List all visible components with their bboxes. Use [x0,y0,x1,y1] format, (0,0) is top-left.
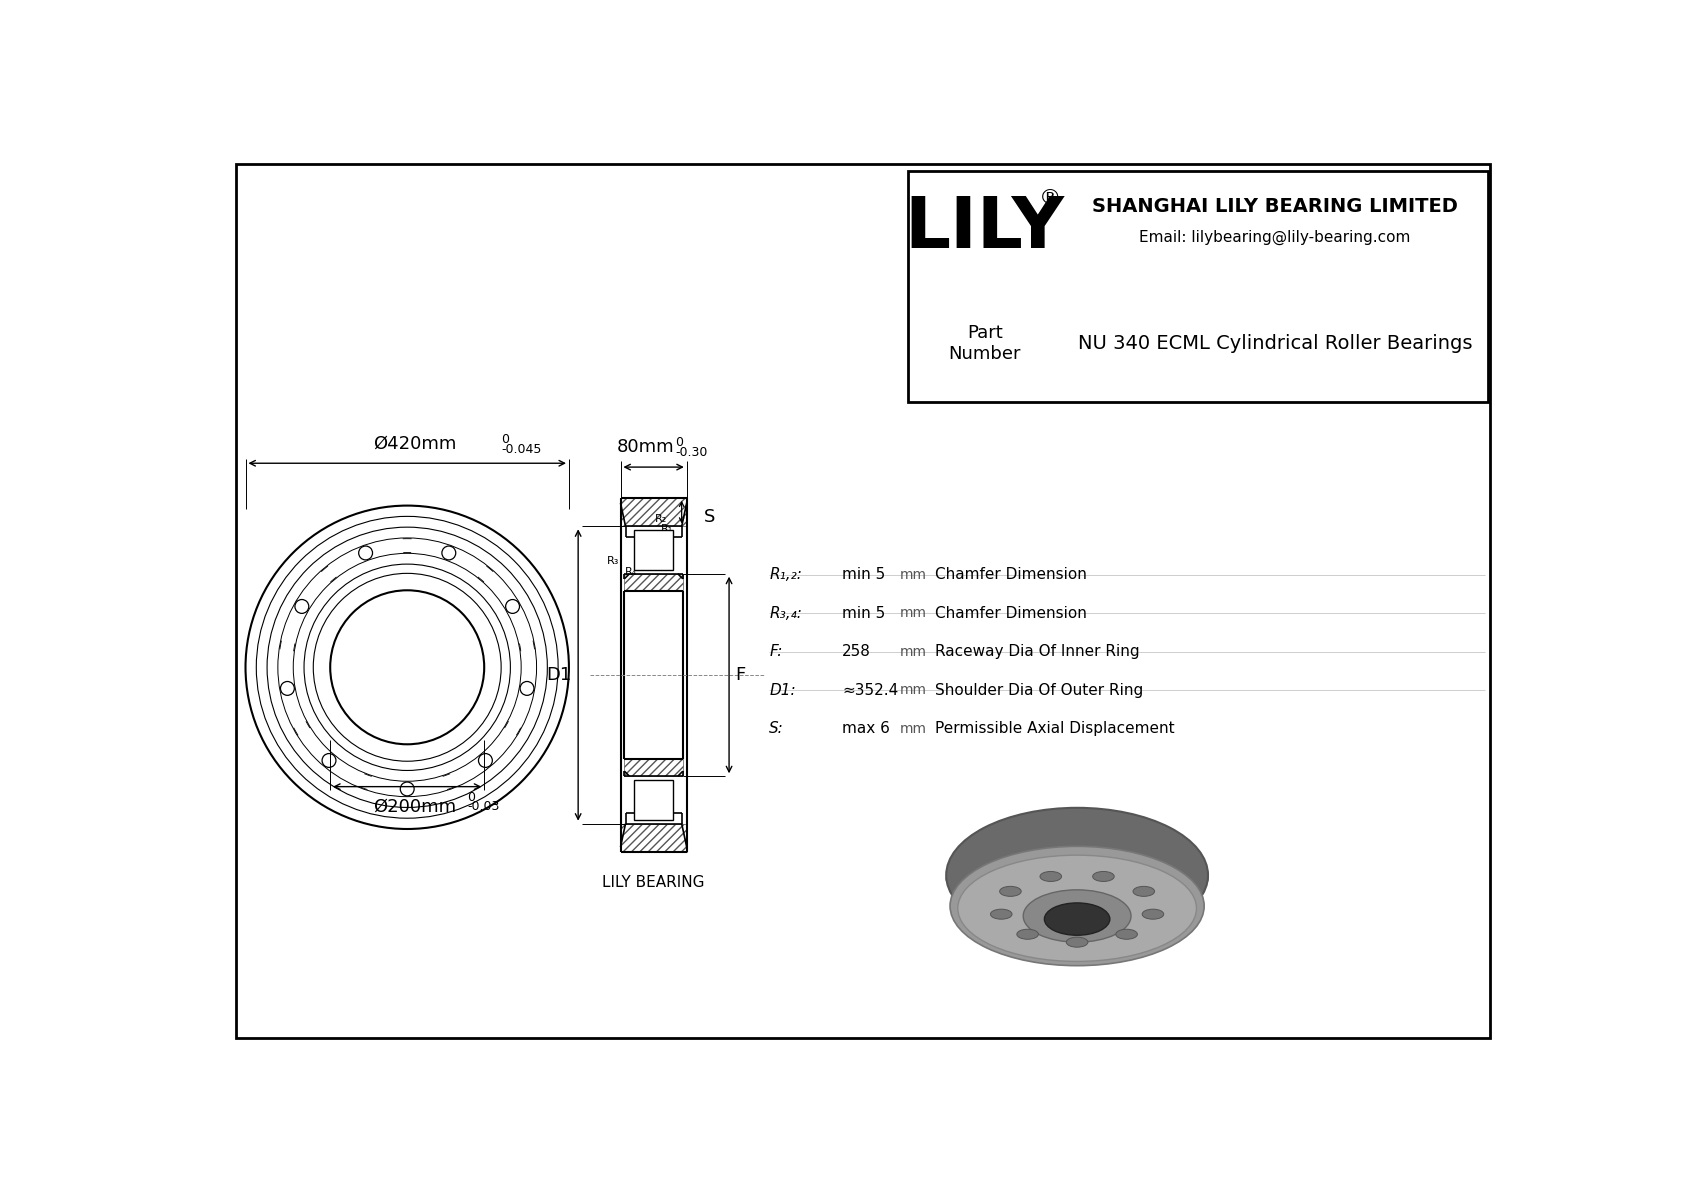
Text: -0.30: -0.30 [675,445,707,459]
Ellipse shape [1017,929,1039,940]
Ellipse shape [1142,909,1164,919]
Text: mm: mm [899,684,926,698]
Text: mm: mm [899,722,926,736]
Ellipse shape [1000,886,1021,897]
Bar [620,824,687,852]
Ellipse shape [946,848,1207,910]
Text: F:: F: [770,644,783,660]
Text: D1: D1 [547,666,573,684]
Text: min 5: min 5 [842,567,886,582]
Text: 80mm: 80mm [616,438,675,456]
Ellipse shape [1066,937,1088,947]
Text: 258: 258 [842,644,871,660]
Ellipse shape [946,807,1207,942]
Text: Raceway Dia Of Inner Ring: Raceway Dia Of Inner Ring [935,644,1140,660]
Text: min 5: min 5 [842,606,886,621]
Text: Email: lilybearing@lily-bearing.com: Email: lilybearing@lily-bearing.com [1140,230,1411,245]
Bar [633,530,674,570]
Text: NU 340 ECML Cylindrical Roller Bearings: NU 340 ECML Cylindrical Roller Bearings [1078,335,1472,354]
Text: R₃: R₃ [606,556,620,567]
Text: 0: 0 [675,436,684,449]
Text: R₄: R₄ [625,567,637,578]
Ellipse shape [958,855,1196,961]
Text: mm: mm [899,644,926,659]
Text: Shoulder Dia Of Outer Ring: Shoulder Dia Of Outer Ring [935,682,1143,698]
Text: Chamfer Dimension: Chamfer Dimension [935,606,1086,621]
Text: 0: 0 [502,434,509,447]
Text: Part
Number: Part Number [948,324,1021,363]
Text: Ø420mm: Ø420mm [374,435,456,453]
Text: R₃,₄:: R₃,₄: [770,606,802,621]
Ellipse shape [1044,903,1110,935]
Text: 0: 0 [466,791,475,804]
Text: LILY: LILY [904,194,1064,263]
Text: ®: ® [1039,188,1061,207]
Text: max 6: max 6 [842,722,891,736]
Ellipse shape [1041,872,1061,881]
Bar [625,760,684,777]
Text: ≈352.4: ≈352.4 [842,682,899,698]
Ellipse shape [950,847,1204,966]
Text: -0.03: -0.03 [466,800,500,813]
Text: SHANGHAI LILY BEARING LIMITED: SHANGHAI LILY BEARING LIMITED [1091,198,1458,217]
Bar [620,498,687,526]
Text: LILY BEARING: LILY BEARING [603,875,706,891]
Ellipse shape [1133,886,1155,897]
Text: -0.045: -0.045 [502,443,542,456]
Text: R₁,₂:: R₁,₂: [770,567,802,582]
Text: mm: mm [899,568,926,582]
Ellipse shape [1116,929,1137,940]
Text: Chamfer Dimension: Chamfer Dimension [935,567,1086,582]
Bar [908,170,1489,401]
Bar [625,574,684,591]
Text: S: S [704,509,716,526]
Text: Permissible Axial Displacement: Permissible Axial Displacement [935,722,1174,736]
Bar [633,780,674,821]
Text: D1:: D1: [770,682,797,698]
Text: S:: S: [770,722,783,736]
Ellipse shape [990,909,1012,919]
Ellipse shape [1093,872,1115,881]
Text: R₁: R₁ [662,524,674,534]
Text: mm: mm [899,606,926,621]
Text: Ø200mm: Ø200mm [374,798,456,816]
Text: R₂: R₂ [655,515,667,524]
Text: F: F [736,666,746,684]
Ellipse shape [1024,890,1132,942]
